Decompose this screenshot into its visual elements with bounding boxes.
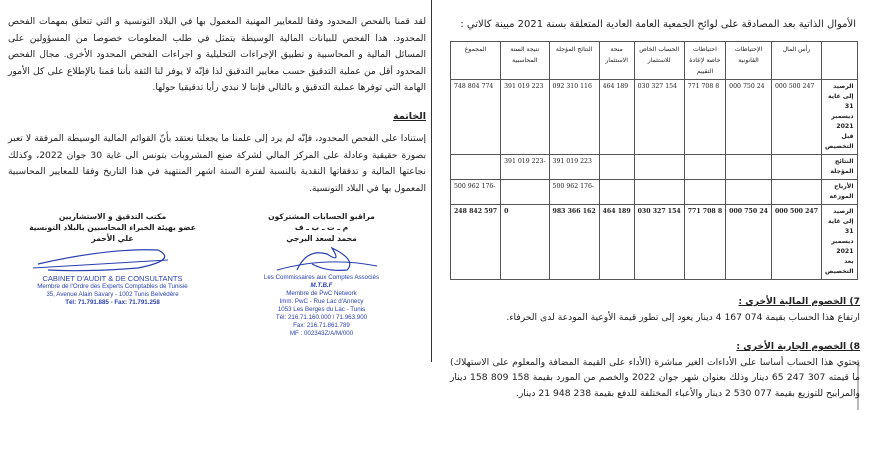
table-cell: 154 327 030 — [633, 204, 685, 280]
table-cell: 154 327 030 — [633, 79, 685, 155]
row-label: النتائج المؤجلة — [821, 154, 858, 180]
row-label: الأرباح الموزعة — [821, 179, 858, 205]
signature-joint-auditors: مراقبو الحسابات المشتركون م ـ ت ـ ب ـ ف … — [229, 211, 414, 338]
table-row: الرصيد إلى غاية 31 ديسمبر 2021 قبل التخص… — [449, 79, 858, 155]
column-header: منحة الاستثمار — [598, 41, 635, 80]
table-cell: 189 464 — [598, 79, 635, 155]
signature-title: مكتب التدقيق و الاستشاريين — [58, 212, 167, 221]
table-cell: 597 842 248 — [449, 204, 502, 280]
section-text: يحتوي هذا الحساب أساسا على الأداءات الغي… — [450, 356, 860, 399]
table-cell — [770, 179, 823, 205]
limited-review-paragraph: لقد قمنا بالفحص المحدود وفقا للمعايير ال… — [8, 16, 426, 93]
row-label: الرصيد إلى غاية 31 ديسمبر 2021 بعد التخص… — [821, 204, 858, 280]
column-header: المجموع — [449, 41, 502, 80]
conclusion-heading: الخاتمة — [393, 110, 426, 122]
signature-title: مراقبو الحسابات المشتركون — [268, 212, 375, 221]
table-cell: 0 — [500, 204, 550, 280]
table-cell: 162 366 983 — [548, 204, 600, 280]
table-cell: -176 962 500 — [548, 179, 600, 205]
table-header-row: رأس المال الإحتياطات القانونية احتياطات … — [449, 41, 858, 80]
column-header: النتائج المؤجلة — [548, 41, 600, 80]
table-row: الرصيد إلى غاية 31 ديسمبر 2021 بعد التخص… — [449, 204, 858, 280]
table-cell: -223 019 391 — [500, 154, 550, 180]
section-other-current-liabilities: 8) الخصوم الجارية الأخرى : يحتوي هذا الح… — [450, 339, 860, 401]
table-cell — [683, 179, 727, 205]
table-cell — [598, 154, 635, 180]
page-edge-mark — [857, 360, 859, 410]
column-header: الحساب الخاص للاستثمار — [633, 41, 685, 80]
signature-name: علي الأحمر — [91, 234, 134, 243]
table-row: الأرباح الموزعة -176 962 500 -176 962 500 — [449, 179, 858, 205]
section-heading: 8) الخصوم الجارية الأخرى : — [736, 341, 860, 352]
table-cell: 24 750 000 — [725, 79, 772, 155]
section-other-financial-liabilities: 7) الخصوم المالية الأخرى : ارتفاع هذا ال… — [450, 294, 860, 325]
signature-firm: م ـ ت ـ ب ـ ف — [294, 223, 349, 232]
column-header — [821, 41, 858, 80]
table-cell: 774 804 748 — [449, 79, 502, 155]
table-cell: 8 708 771 — [683, 79, 727, 155]
column-header: الإحتياطات القانونية — [725, 41, 772, 80]
left-column: لقد قمنا بالفحص المحدود وفقا للمعايير ال… — [8, 14, 426, 338]
table-cell — [449, 154, 502, 180]
table-cell — [683, 154, 727, 180]
section-heading: 7) الخصوم المالية الأخرى : — [738, 296, 860, 307]
table-cell: 24 750 000 — [725, 204, 772, 280]
signature-name: محمد لسعد البرجي — [286, 234, 357, 243]
row-label: الرصيد إلى غاية 31 ديسمبر 2021 قبل التخص… — [821, 79, 858, 155]
table-row: النتائج المؤجلة 223 019 391 -223 019 391 — [449, 154, 858, 180]
table-cell: 189 464 — [598, 204, 635, 280]
table-cell — [725, 154, 772, 180]
signature-audit-office: مكتب التدقيق و الاستشاريين عضو بهيئة الخ… — [20, 211, 205, 338]
left-text: لقد قمنا بالفحص المحدود وفقا للمعايير ال… — [8, 14, 426, 197]
handwritten-signature — [276, 246, 377, 271]
table-cell — [598, 179, 635, 205]
auditors-stamp: Les Commissaires aux Comptes Associés M.… — [263, 274, 380, 337]
column-header: نتيجة السنة المحاسبية — [500, 41, 550, 80]
table-cell: 247 500 000 — [770, 79, 823, 155]
equity-title: الأموال الذاتية بعد المصادقة على لوائح ا… — [460, 19, 856, 30]
office-stamp: CABINET D'AUDIT & DE CONSULTANTS Membre … — [37, 274, 188, 306]
table-cell — [500, 179, 550, 205]
signatures: مكتب التدقيق و الاستشاريين عضو بهيئة الخ… — [8, 211, 426, 338]
table-cell: 223 019 391 — [548, 154, 600, 180]
table-cell — [725, 179, 772, 205]
column-header: احتياطات خاصة لإعادة التقييم — [683, 41, 727, 80]
table-cell — [770, 154, 823, 180]
signature-membership: عضو بهيئة الخبراء المحاسبين بالبلاد التو… — [29, 223, 196, 232]
section-text: ارتفاع هذا الحساب بقيمة 074 167 4 دينار … — [506, 311, 860, 323]
table-cell: 116 310 092 — [548, 79, 600, 155]
column-divider — [431, 0, 432, 362]
table-cell — [633, 179, 685, 205]
column-header: رأس المال — [770, 41, 823, 80]
right-column: الأموال الذاتية بعد المصادقة على لوائح ا… — [440, 18, 860, 401]
table-cell: 223 019 391 — [500, 79, 550, 155]
table-cell: -176 962 500 — [449, 179, 502, 205]
table-cell: 247 500 000 — [770, 204, 823, 280]
table-cell: 8 708 771 — [683, 204, 727, 280]
handwritten-signature — [32, 249, 168, 272]
table-cell — [633, 154, 685, 180]
conclusion-paragraph: إستنادا على الفحص المحدود، فإنّه لم يرد … — [8, 133, 426, 194]
equity-table: رأس المال الإحتياطات القانونية احتياطات … — [449, 41, 858, 280]
